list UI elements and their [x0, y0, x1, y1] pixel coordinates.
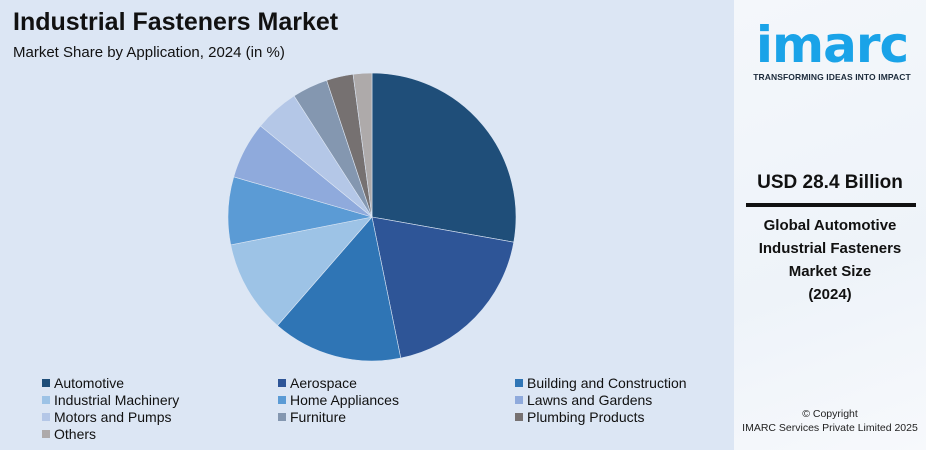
pie-slice-industrial-machinery — [230, 216, 373, 327]
legend-label: Automotive — [54, 375, 125, 391]
imarc-logo: imarc TRANSFORMING IDEAS INTO IMPACT — [742, 20, 922, 82]
legend-swatch — [515, 379, 523, 387]
pie-slice-aerospace — [371, 216, 515, 359]
legend-label: Industrial Machinery — [54, 392, 180, 408]
legend-swatch — [42, 413, 50, 421]
legend-item: Lawns and Gardens — [515, 392, 652, 408]
legend-item: Home Appliances — [278, 392, 399, 408]
legend-item: Motors and Pumps — [42, 409, 172, 425]
market-value: USD 28.4 Billion — [757, 172, 903, 193]
divider — [746, 203, 916, 207]
pie-slice-others — [352, 72, 373, 218]
chart-subtitle: Market Share by Application, 2024 (in %) — [13, 44, 285, 61]
legend-item: Others — [42, 426, 96, 442]
legend-swatch — [278, 379, 286, 387]
legend-label: Others — [54, 426, 97, 442]
chart-title: Industrial Fasteners Market — [13, 8, 339, 36]
pie-slice-building-and-construction — [277, 216, 402, 362]
copyright-owner: IMARC Services Private Limited 2025 — [742, 422, 918, 434]
legend-label: Home Appliances — [290, 392, 399, 408]
market-description: Global Automotive Industrial Fasteners M… — [734, 214, 926, 306]
copyright: © Copyright IMARC Services Private Limit… — [734, 407, 926, 435]
desc-line: (2024) — [808, 286, 852, 303]
desc-line: Industrial Fasteners — [758, 240, 902, 257]
legend-item: Industrial Machinery — [42, 392, 179, 408]
pie-slice-automotive — [371, 72, 517, 243]
copyright-label: © Copyright — [802, 408, 858, 420]
legend-item: Building and Construction — [515, 375, 687, 391]
legend-swatch — [42, 379, 50, 387]
legend-item: Aerospace — [278, 375, 357, 391]
logo-text: imarc — [755, 16, 909, 74]
pie-chart — [227, 72, 517, 362]
info-panel: imarc TRANSFORMING IDEAS INTO IMPACT USD… — [734, 0, 926, 450]
legend-item: Furniture — [278, 409, 346, 425]
desc-line: Market Size — [788, 263, 872, 280]
legend-swatch — [42, 430, 50, 438]
legend-label: Building and Construction — [527, 375, 687, 391]
legend-label: Lawns and Gardens — [527, 392, 653, 408]
legend-item: Automotive — [42, 375, 124, 391]
legend-label: Furniture — [290, 409, 347, 425]
logo-tagline: TRANSFORMING IDEAS INTO IMPACT — [753, 72, 911, 82]
legend-swatch — [278, 396, 286, 404]
legend-swatch — [515, 413, 523, 421]
legend-swatch — [278, 413, 286, 421]
legend-item: Plumbing Products — [515, 409, 645, 425]
legend-label: Aerospace — [290, 375, 357, 391]
legend-swatch — [515, 396, 523, 404]
legend-swatch — [42, 396, 50, 404]
legend-label: Plumbing Products — [527, 409, 645, 425]
desc-line: Global Automotive — [763, 217, 897, 234]
legend-label: Motors and Pumps — [54, 409, 172, 425]
